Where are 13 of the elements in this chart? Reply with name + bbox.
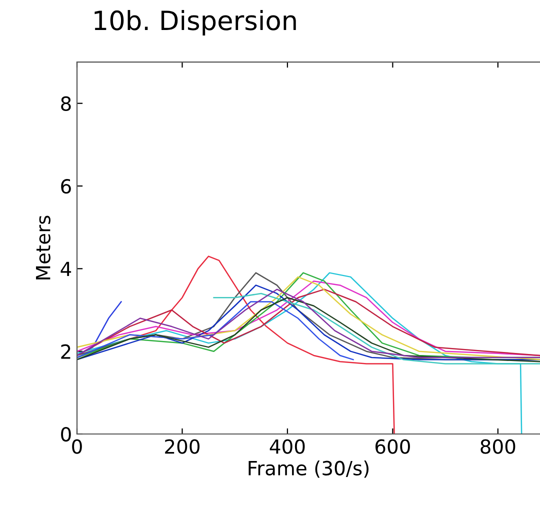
x-tick-label: 0 [72,439,82,454]
y-tick-label: 8 [61,96,71,112]
chart-title: 10b. Dispersion [94,10,296,36]
x-tick-label: 200 [165,439,200,454]
y-axis-title: Meters [36,216,50,280]
x-axis-title: Frame (30/s) [248,460,369,478]
y-tick-label: 0 [61,426,71,442]
y-tick-label: 4 [60,262,72,276]
x-tick-label: 800 [480,439,516,454]
x-tick-label: 600 [375,439,410,454]
y-tick-label: 2 [61,344,70,359]
x-tick-label: 400 [270,439,305,454]
y-tick-label: 6 [61,178,71,194]
